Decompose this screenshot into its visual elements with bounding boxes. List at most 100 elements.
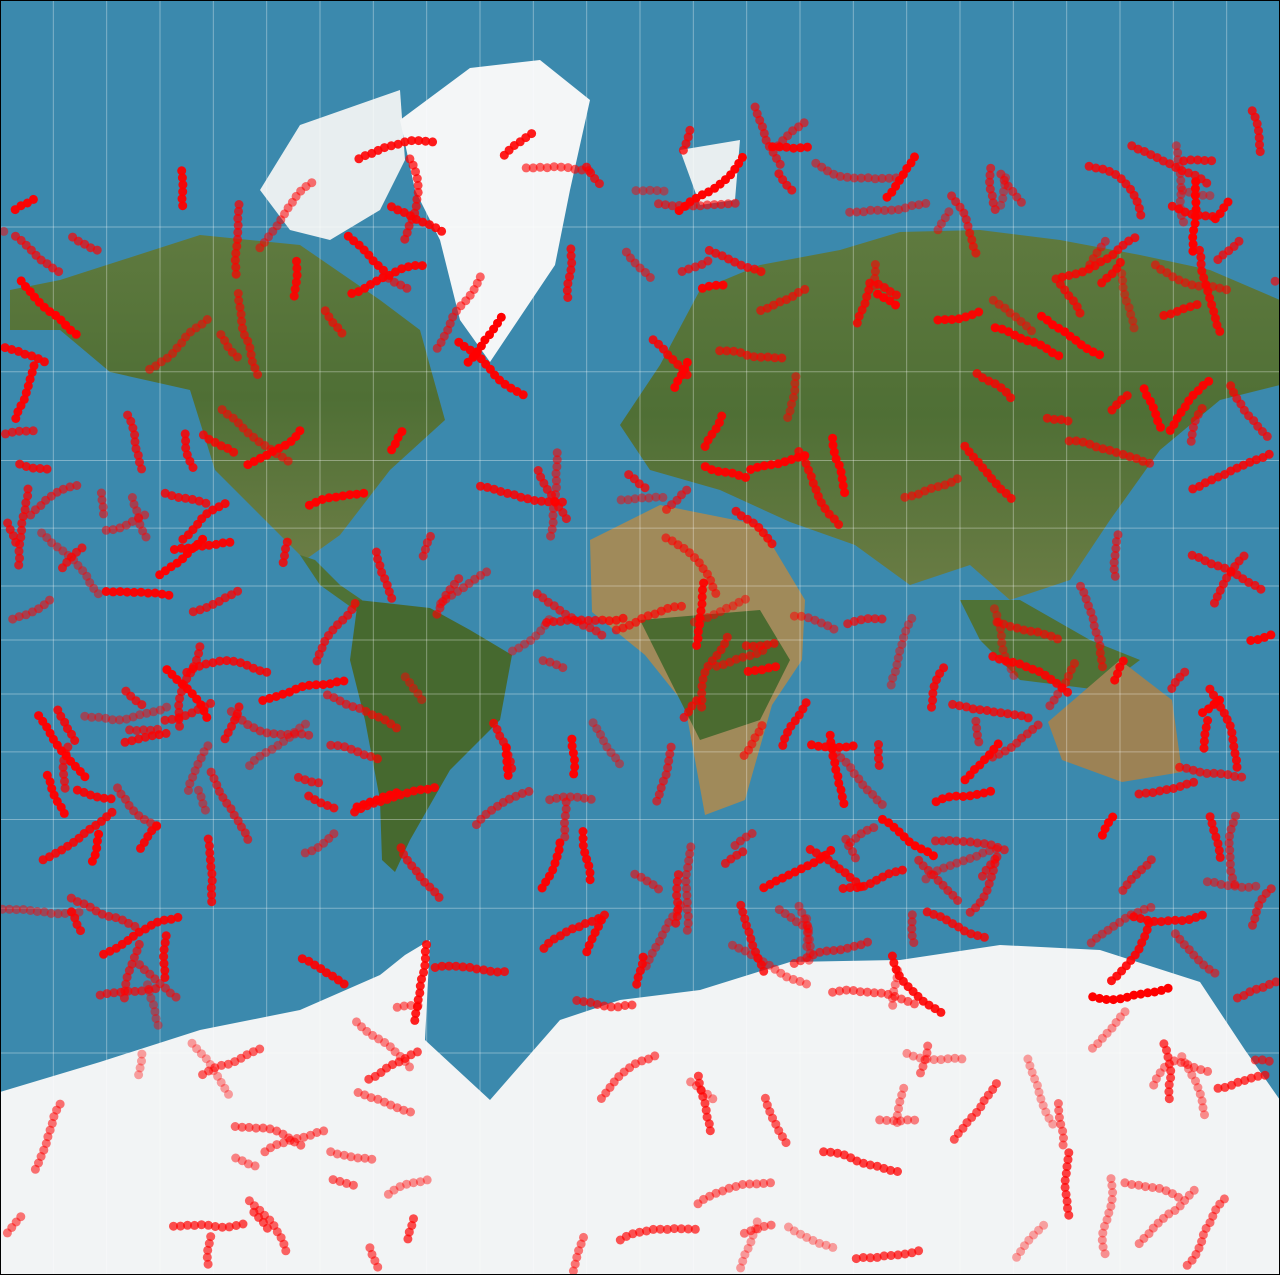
track-dot xyxy=(205,848,215,858)
track-dot xyxy=(1134,1239,1144,1249)
track-dot xyxy=(697,592,707,602)
track-dot xyxy=(1196,252,1206,262)
track-dot xyxy=(1190,219,1200,228)
track-dot xyxy=(698,585,707,595)
track-dot xyxy=(395,1182,405,1192)
track-dot xyxy=(899,1083,909,1093)
track-dot xyxy=(908,1051,918,1061)
track-dot xyxy=(727,468,737,478)
track-dot xyxy=(177,166,187,176)
track-dot xyxy=(276,729,286,739)
track-dot xyxy=(106,794,116,804)
track-dot xyxy=(59,769,69,779)
track-dot xyxy=(1173,155,1183,165)
track-dot xyxy=(102,989,112,999)
track-dot xyxy=(322,690,332,700)
track-dot xyxy=(292,263,302,273)
track-dot xyxy=(476,481,485,491)
track-dot xyxy=(523,494,533,504)
track-dot xyxy=(596,1094,606,1103)
track-dot xyxy=(422,1175,432,1185)
track-dot xyxy=(146,725,155,735)
track-dot xyxy=(1189,225,1199,235)
track-dot xyxy=(568,748,578,758)
track-dot xyxy=(996,631,1006,641)
track-dot xyxy=(141,532,151,542)
track-dot xyxy=(1187,1070,1197,1080)
track-dot xyxy=(183,543,193,553)
track-dot xyxy=(180,429,190,439)
track-dot xyxy=(1205,191,1215,201)
track-dot xyxy=(458,962,468,972)
track-dot xyxy=(508,646,517,656)
track-dot xyxy=(815,947,825,957)
track-dot xyxy=(173,912,183,922)
track-dot xyxy=(0,904,7,914)
track-dot xyxy=(1207,156,1217,166)
track-dot xyxy=(699,578,709,588)
track-dot xyxy=(739,1228,749,1238)
track-dot xyxy=(1228,873,1237,883)
track-dot xyxy=(1204,376,1214,386)
track-dot xyxy=(332,677,342,687)
track-dot xyxy=(16,532,26,542)
track-dot xyxy=(299,1132,309,1142)
track-dot xyxy=(8,614,18,624)
track-dot xyxy=(108,525,118,535)
track-dot xyxy=(434,892,444,902)
track-dot xyxy=(47,1118,57,1128)
track-dot xyxy=(1247,106,1257,116)
track-dot xyxy=(262,667,272,677)
track-dot xyxy=(233,227,243,237)
track-dot xyxy=(203,1259,213,1269)
track-dot xyxy=(169,545,179,554)
track-dot xyxy=(280,551,289,561)
track-dot xyxy=(957,1054,967,1064)
track-dot xyxy=(383,1189,393,1199)
track-dot xyxy=(866,205,876,215)
track-dot xyxy=(988,752,998,762)
track-dot xyxy=(1146,855,1156,865)
track-dot xyxy=(695,620,704,630)
track-dot xyxy=(326,740,336,750)
track-dot xyxy=(1169,1056,1179,1066)
track-dot xyxy=(409,786,419,796)
track-dot xyxy=(39,907,49,917)
track-dot xyxy=(1230,771,1240,781)
track-dot xyxy=(709,200,719,210)
track-dot xyxy=(577,165,587,175)
track-dot xyxy=(472,964,482,974)
track-dot xyxy=(159,952,169,962)
track-dot xyxy=(109,988,119,998)
track-dot xyxy=(862,987,872,997)
track-dot xyxy=(153,1020,163,1030)
track-dot xyxy=(1088,992,1098,1002)
track-dot xyxy=(927,702,936,712)
track-dot xyxy=(1195,1089,1205,1099)
track-dot xyxy=(159,959,169,969)
track-dot xyxy=(101,587,111,596)
track-dot xyxy=(623,495,633,505)
track-dot xyxy=(1039,1220,1049,1230)
track-dot xyxy=(329,803,339,813)
track-dot xyxy=(250,1161,260,1171)
track-dot xyxy=(1176,183,1186,192)
track-dot xyxy=(670,602,679,612)
track-dot xyxy=(828,440,838,450)
track-dot xyxy=(682,485,692,495)
track-dot xyxy=(769,638,779,648)
track-dot xyxy=(359,488,369,498)
track-dot xyxy=(907,931,917,941)
track-dot xyxy=(936,1055,946,1065)
track-dot xyxy=(1019,625,1029,635)
track-dot xyxy=(27,351,37,361)
track-dot xyxy=(1095,648,1105,658)
track-dot xyxy=(693,627,703,637)
track-dot xyxy=(60,909,70,918)
track-dot xyxy=(428,137,438,147)
track-dot xyxy=(1064,436,1074,446)
track-dot xyxy=(1166,309,1176,319)
track-dot xyxy=(873,747,883,756)
track-dot xyxy=(1097,1235,1107,1245)
track-dot xyxy=(903,1115,913,1125)
